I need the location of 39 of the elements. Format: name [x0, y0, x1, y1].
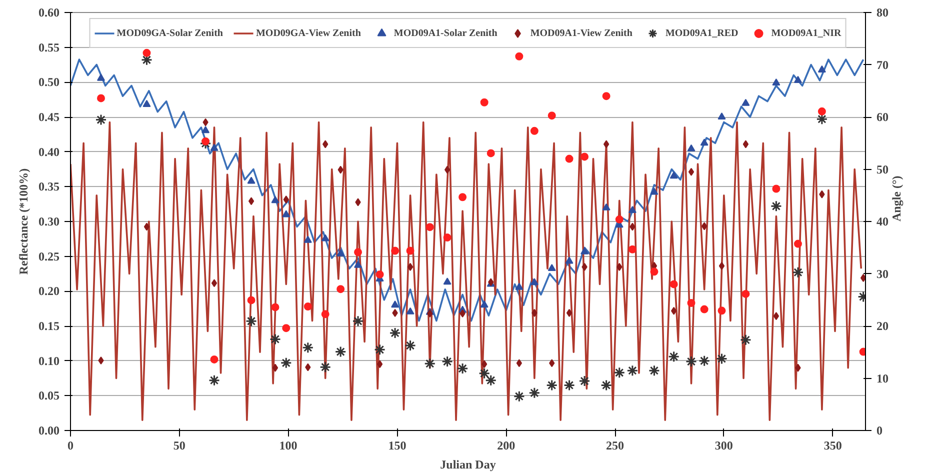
y2-tick-label: 30 [876, 266, 888, 281]
x-axis-title: Julian Day [440, 458, 496, 472]
x-tick-label: 100 [279, 438, 298, 452]
y2-tick-label: 60 [876, 110, 888, 124]
y-tick-label: 0.40 [38, 144, 60, 159]
y-tick-label: 0.45 [38, 110, 60, 124]
y-tick-label: 0.05 [38, 388, 60, 403]
y-tick-label: 0.50 [38, 75, 60, 90]
legend-label: MOD09GA-Solar Zenith [116, 28, 223, 38]
y2-tick-label: 10 [876, 371, 888, 386]
legend-label: MOD09A1-View Zenith [530, 28, 632, 38]
x-tick-label: 250 [606, 438, 624, 452]
x-tick-label: 350 [824, 438, 842, 452]
legend-label: MOD09A1-Solar Zenith [394, 28, 498, 38]
y-tick-label: 0.10 [38, 354, 60, 368]
y2-tick-label: 0 [876, 424, 882, 438]
y2-axis-title: Angle (°) [890, 176, 904, 222]
legend-label: MOD09A1_RED [665, 28, 738, 38]
y-axis-title: Reflectance (*100%) [16, 168, 30, 275]
x-tick-label: 50 [173, 438, 186, 452]
y2-tick-label: 80 [876, 6, 888, 20]
y2-tick-label: 50 [876, 162, 888, 176]
x-tick-label: 150 [388, 438, 406, 452]
y-tick-label: 0.25 [38, 249, 60, 264]
y-tick-label: 0.55 [38, 40, 60, 54]
y2-tick-label: 40 [876, 214, 888, 228]
y-tick-label: 0.35 [38, 180, 60, 194]
y-tick-label: 0.00 [38, 424, 60, 438]
y2-tick-label: 70 [876, 58, 888, 72]
y2-tick-label: 20 [876, 319, 888, 333]
legend-label: MOD09A1_NIR [771, 28, 842, 38]
x-tick-label: 300 [714, 438, 733, 452]
y-tick-label: 0.15 [38, 319, 60, 333]
legend-label: MOD09GA-View Zenith [256, 28, 361, 38]
y-tick-label: 0.30 [38, 214, 60, 228]
x-tick-label: 0 [68, 438, 74, 452]
y-tick-label: 0.20 [38, 284, 60, 298]
x-tick-label: 200 [497, 438, 516, 452]
y-tick-label: 0.60 [38, 6, 60, 20]
